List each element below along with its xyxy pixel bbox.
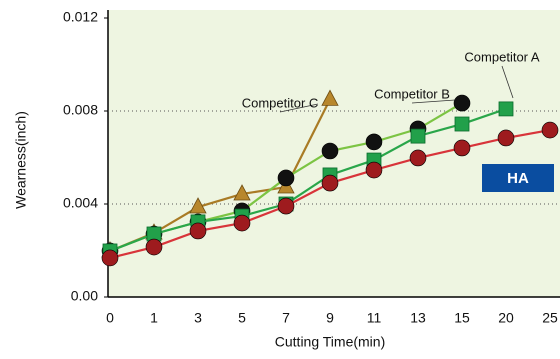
x-tick-label: 25: [542, 310, 558, 326]
marker: [277, 197, 295, 215]
series-label: Competitor A: [464, 49, 539, 64]
series-label: Competitor C: [242, 95, 319, 110]
x-tick-label: 9: [326, 310, 334, 326]
marker: [365, 133, 383, 151]
series-label: Competitor B: [374, 86, 450, 101]
x-tick-label: 20: [498, 310, 514, 326]
x-tick-label: 11: [367, 310, 382, 326]
label-leader: [279, 103, 319, 113]
y-tick-label: 0.008: [63, 102, 98, 118]
x-axis-title: Cutting Time(min): [275, 334, 385, 350]
x-tick-label: 13: [410, 310, 426, 326]
marker: [410, 128, 426, 144]
y-tick-label: 0.00: [71, 288, 98, 304]
marker: [321, 142, 339, 160]
marker: [454, 116, 470, 132]
y-tick-label: 0.012: [63, 9, 98, 25]
label-leader: [501, 65, 514, 99]
marker: [277, 169, 295, 187]
marker: [101, 249, 119, 267]
marker: [233, 184, 251, 201]
marker: [321, 174, 339, 192]
marker: [189, 197, 207, 214]
marker: [453, 94, 471, 112]
marker: [365, 161, 383, 179]
y-tick-label: 0.004: [63, 195, 98, 211]
x-tick-label: 0: [106, 310, 114, 326]
marker: [233, 214, 251, 232]
marker: [321, 89, 339, 106]
x-tick-label: 1: [150, 310, 158, 326]
x-tick-label: 5: [238, 310, 246, 326]
marker: [189, 222, 207, 240]
label-leader: [411, 99, 456, 104]
marker: [497, 129, 515, 147]
x-tick-label: 3: [194, 310, 202, 326]
series-label-box: [482, 164, 554, 192]
y-axis-title: Wearness(inch): [13, 111, 29, 209]
marker: [145, 238, 163, 256]
series-label: HA: [507, 170, 529, 187]
marker: [453, 139, 471, 157]
marker: [541, 121, 559, 139]
marker: [409, 149, 427, 167]
marker: [498, 101, 514, 117]
x-tick-label: 7: [282, 310, 290, 326]
x-tick-label: 15: [454, 310, 470, 326]
series-line: [109, 107, 507, 252]
